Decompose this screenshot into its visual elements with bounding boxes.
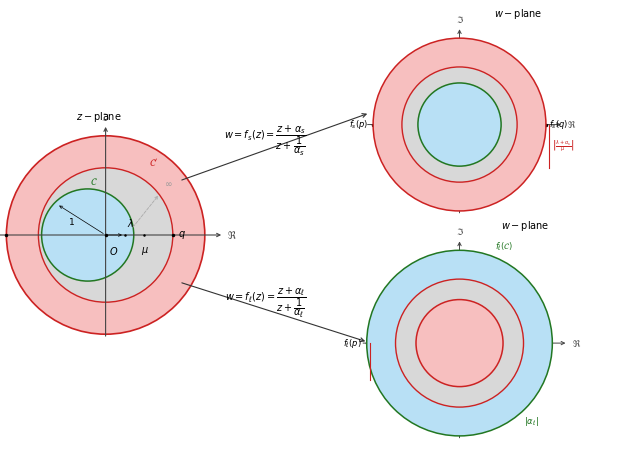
Ellipse shape [402,67,517,182]
Text: $f_s(q)$: $f_s(q)$ [549,118,568,131]
Text: $f_s(p)$: $f_s(p)$ [349,118,368,131]
Text: $\mathcal{O}$: $\mathcal{O}$ [463,133,472,144]
Text: $\Im$: $\Im$ [456,226,463,237]
Ellipse shape [418,83,501,166]
Ellipse shape [373,38,546,211]
Text: $O$: $O$ [109,245,118,258]
Text: $|\alpha_\ell|$: $|\alpha_\ell|$ [525,415,540,429]
Ellipse shape [416,299,503,387]
Text: $\Re$: $\Re$ [567,119,576,130]
Text: $\mathcal{C}'$: $\mathcal{C}'$ [149,157,159,169]
Text: $q$: $q$ [178,229,186,241]
Ellipse shape [367,251,552,436]
Text: $\Re$: $\Re$ [572,337,580,349]
Text: $1$: $1$ [68,216,75,227]
Ellipse shape [38,168,173,302]
Text: $\left|\frac{\lambda+\alpha_\ell}{\mu}\right|$: $\left|\frac{\lambda+\alpha_\ell}{\mu}\r… [372,354,394,369]
Ellipse shape [396,279,524,407]
Text: $w-\mathrm{plane}$: $w-\mathrm{plane}$ [494,7,543,21]
Text: $\infty$: $\infty$ [164,180,172,188]
Text: $f_\ell(\mathcal{C}')$: $f_\ell(\mathcal{C}')$ [479,282,499,295]
Text: $f_s(\mathcal{C})$: $f_s(\mathcal{C})$ [472,69,491,81]
Text: $\mathcal{C}$: $\mathcal{C}$ [90,176,97,187]
Text: $\left|\frac{\lambda+\alpha_s}{\mu}\right|$: $\left|\frac{\lambda+\alpha_s}{\mu}\righ… [552,138,575,154]
Text: $f_\ell(\mathcal{C})$: $f_\ell(\mathcal{C})$ [495,240,513,253]
Text: $z-\mathrm{plane}$: $z-\mathrm{plane}$ [76,110,122,124]
Text: $\Im$: $\Im$ [101,110,110,123]
Text: $f_s(\mathcal{C}')$: $f_s(\mathcal{C}')$ [488,51,509,63]
Text: $f_\ell(p)$: $f_\ell(p)$ [343,337,362,350]
Ellipse shape [42,189,134,281]
Text: $f_\ell(q)$: $f_\ell(q)$ [527,337,545,350]
Text: $w-\mathrm{plane}$: $w-\mathrm{plane}$ [500,219,549,233]
Text: $\mu$: $\mu$ [141,245,148,258]
Ellipse shape [6,136,205,334]
Text: $\Im$: $\Im$ [456,14,463,25]
Text: $w = f_\ell(z) = \dfrac{z + \alpha_\ell}{z + \dfrac{1}{\alpha_\ell}}$: $w = f_\ell(z) = \dfrac{z + \alpha_\ell}… [225,286,306,321]
Text: $\mathcal{O}$: $\mathcal{O}$ [463,352,472,362]
Text: $\Re$: $\Re$ [227,229,237,241]
Text: $|\alpha_s|$: $|\alpha_s|$ [438,145,453,158]
Text: $\lambda$: $\lambda$ [127,217,134,229]
Text: $w = f_s(z) = \dfrac{z + \alpha_s}{z + \dfrac{1}{\alpha_s}}$: $w = f_s(z) = \dfrac{z + \alpha_s}{z + \… [225,124,307,158]
